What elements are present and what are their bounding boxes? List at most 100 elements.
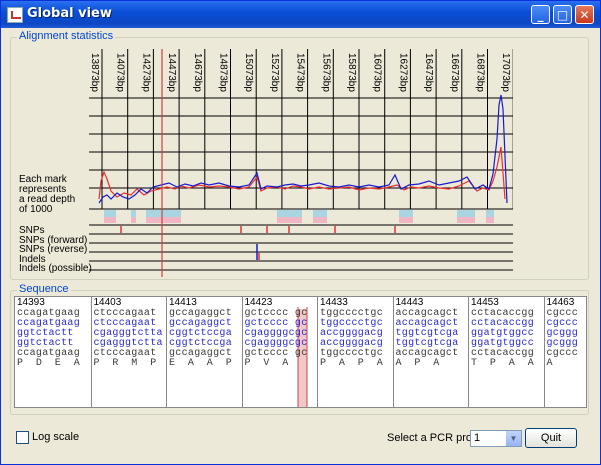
alignment-chart[interactable]: 13873bp 14073bp 14273bp 14473bp 14673bp 14873… <box>89 49 513 279</box>
sequence-column: 14433 tggcccctgc tggcccctgc accggggacg accgg… <box>317 297 394 407</box>
alignment-statistics-legend: Alignment statistics <box>17 30 116 42</box>
sequence-columns: 14393 ccagatgaag ccagatgaag ggtctactt ggtcta… <box>15 297 586 407</box>
track-label-snps: SNPs <box>19 225 45 236</box>
nucleotide-row: accagcagct <box>395 308 459 319</box>
track-label-snps-forward: SNPs (forward) <box>19 234 88 246</box>
pcr-product-label: Select a PCR product <box>387 432 493 444</box>
amino-acid-row: E A A P <box>169 358 233 369</box>
depth-gridlines <box>89 97 513 271</box>
window-title: Global view <box>27 6 112 21</box>
nucleotide-row: tggtcgtcga <box>395 328 459 339</box>
nucleotide-row: cgccc <box>546 348 579 359</box>
sequence-column: 14423 gctcccc gc gctcccc gc cgaggggcgc cgagg… <box>241 297 319 407</box>
tick-label: 13873bp <box>89 53 100 92</box>
pcr-product-select[interactable]: 1 ▼ <box>470 430 522 447</box>
nucleotide-row: cctacaccgg <box>471 308 535 319</box>
depth-label-line: of 1000 <box>19 204 53 215</box>
tick-label: 16473bp <box>423 53 434 92</box>
alignment-statistics-group: Alignment statistics <box>10 30 589 280</box>
nucleotide-row: cctacaccgg <box>471 318 535 329</box>
sequence-group: Sequence <box>10 283 589 415</box>
reverse-depth-line <box>98 94 508 204</box>
tick-label: 16873bp <box>475 53 486 92</box>
bar-reverse <box>131 210 136 217</box>
bar-forward <box>313 217 327 223</box>
amino-acid-row: P R M P <box>93 358 157 369</box>
amino-acid-row: P D E A <box>17 358 81 369</box>
depth-description: Each mark represents a read depth of 100… <box>19 175 75 215</box>
position-label: 14423 <box>244 297 273 308</box>
tick-label: 15273bp <box>269 53 280 92</box>
nucleotide-row: ggtctactt <box>17 338 74 349</box>
bar-reverse <box>104 210 116 217</box>
nucleotide-row: cgccc <box>546 318 579 329</box>
bar-forward <box>146 217 181 223</box>
bar-reverse <box>399 210 413 217</box>
chevron-down-icon[interactable]: ▼ <box>506 431 521 446</box>
nucleotide-row: cgaggggcgc <box>244 328 308 339</box>
tick-label: 14073bp <box>115 53 126 92</box>
nucleotide-row: ccagatgaag <box>17 318 81 329</box>
nucleotide-row: gcggg <box>546 338 579 349</box>
depth-label-line: represents <box>19 184 67 195</box>
sequence-column: 14443 accagcagct accagcagct tggtcgtcga tggtc… <box>392 297 470 407</box>
sequence-column: 14453 cctacaccgg cctacaccgg ggatgtggcc ggatg… <box>468 297 545 407</box>
tick-label: 16073bp <box>372 53 383 92</box>
selected-base-highlight <box>298 309 307 407</box>
amino-acid-row: A P A <box>395 358 440 369</box>
sequence-column: 14463 cgccc cgccc gcggg gcggg cgccc A <box>543 297 601 407</box>
tick-label: 14473bp <box>166 53 177 92</box>
nucleotide-row: cgagggtctta <box>93 328 163 339</box>
maximize-button[interactable]: □ <box>553 5 572 24</box>
nucleotide-row: ggatgtggcc <box>471 328 535 339</box>
sequence-column: 14393 ccagatgaag ccagatgaag ggtctactt ggtcta… <box>15 297 91 407</box>
depth-label-line: a read depth <box>19 194 76 205</box>
bar-forward <box>277 217 302 223</box>
nucleotide-row: gcggg <box>546 328 579 339</box>
bar-forward <box>457 217 475 223</box>
track-label-snps-reverse: SNPs (reverse) <box>19 244 88 255</box>
nucleotide-row: cgccc <box>546 308 579 319</box>
nucleotide-row: gctcccc gc <box>244 348 308 359</box>
bar-reverse <box>457 210 475 217</box>
sequence-svg <box>297 307 308 407</box>
depth-label-line: Each mark <box>19 174 67 185</box>
tick-label: 16273bp <box>397 53 408 92</box>
track-labels: SNPs SNPs (forward) SNPs (reverse) Indel… <box>19 226 92 274</box>
nucleotide-row: cggtctccga <box>169 328 233 339</box>
amino-acid-row: P V A <box>244 358 289 369</box>
title-bar[interactable]: Global view _ □ ✕ <box>1 1 600 28</box>
close-button[interactable]: ✕ <box>575 5 594 24</box>
nucleotide-row: gctcccc gc <box>244 318 308 329</box>
position-label: 14403 <box>93 297 122 308</box>
minimize-button[interactable]: _ <box>531 5 550 24</box>
track-label-indels: Indels <box>19 253 46 265</box>
nucleotide-row: accggggacg <box>320 338 384 349</box>
bar-forward <box>104 217 116 223</box>
coverage-bars <box>104 210 494 223</box>
sequence-column: 14413 gccagaggct gccagaggct cggtctccga cggtc… <box>166 297 243 407</box>
nucleotide-row: gctcccc gc <box>244 308 308 319</box>
sequence-column: 14403 ctcccagaat ctcccagaat cgagggtctta cgag… <box>90 297 168 407</box>
log-scale-checkbox[interactable] <box>16 431 29 444</box>
position-label: 14463 <box>546 297 575 308</box>
nucleotide-row: tggcccctgc <box>320 318 384 329</box>
pcr-product-value: 1 <box>474 432 481 444</box>
tick-label: 14673bp <box>192 53 203 92</box>
nucleotide-row: gccagaggct <box>169 348 233 359</box>
position-label: 14443 <box>395 297 424 308</box>
amino-acid-row: A <box>546 358 553 369</box>
nucleotide-row: tggcccctgc <box>320 348 384 359</box>
quit-button[interactable]: Quit <box>525 428 577 448</box>
position-label: 14433 <box>320 297 348 308</box>
sequence-canvas[interactable]: 14393 ccagatgaag ccagatgaag ggtctactt ggtcta… <box>14 296 587 408</box>
tick-label: 14273bp <box>140 53 151 92</box>
nucleotide-row: ctcccagaat <box>93 308 157 319</box>
bar-forward <box>486 217 494 223</box>
nucleotide-row: accagcagct <box>395 318 459 329</box>
nucleotide-row: cgaggggcgc <box>244 338 308 349</box>
nucleotide-row: ggatgtggcc <box>471 338 535 349</box>
nucleotide-row: cctacaccgg <box>471 348 535 359</box>
position-label: 14413 <box>169 297 197 308</box>
